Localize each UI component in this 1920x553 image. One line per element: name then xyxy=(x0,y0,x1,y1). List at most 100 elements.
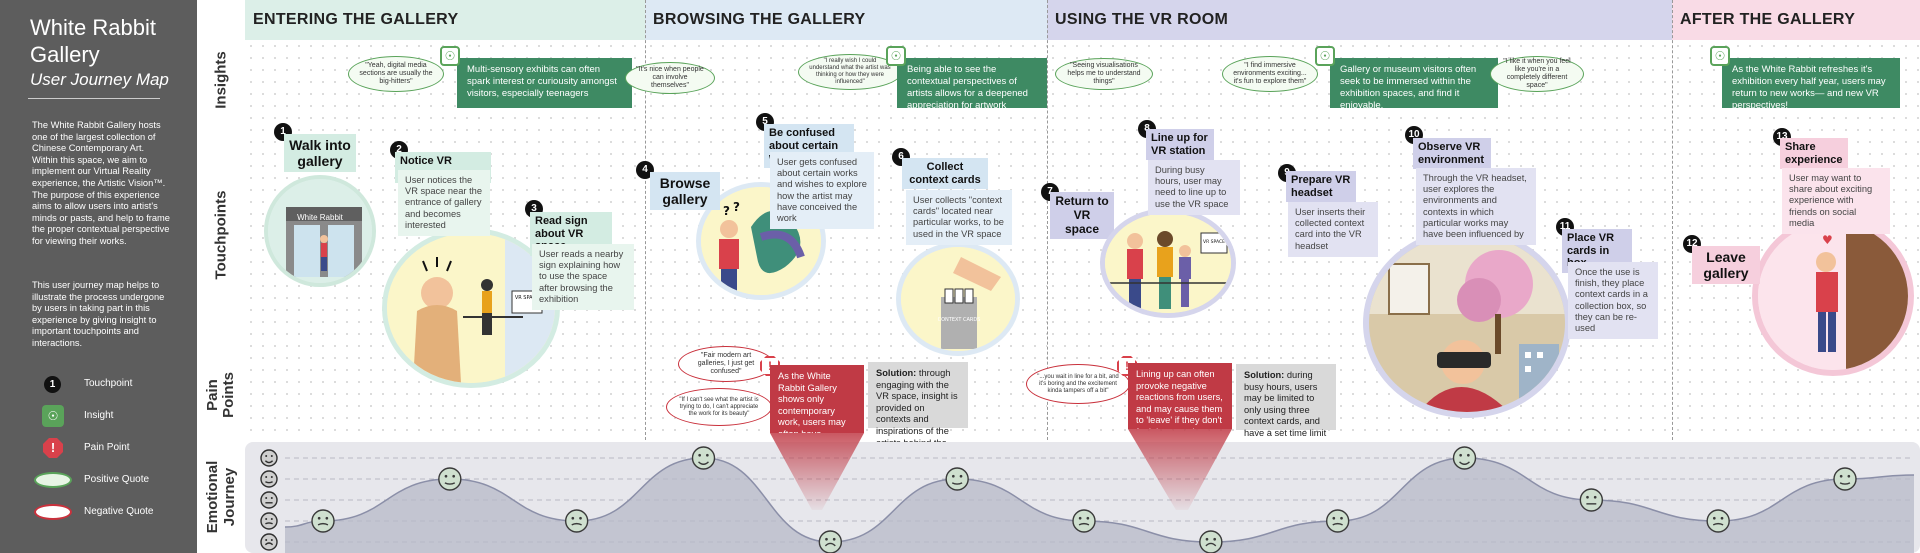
face-eye xyxy=(1847,474,1851,478)
map-description-2: This user journey map helps to illustrat… xyxy=(32,280,165,348)
face-eye xyxy=(1467,453,1470,457)
touchpoint-title: Browse gallery xyxy=(650,172,720,211)
emotion-scale xyxy=(260,449,278,551)
phase-title: BROWSING THE GALLERY xyxy=(653,11,866,28)
title-divider xyxy=(28,98,160,99)
touchpoint-title: Collect context cards xyxy=(902,158,988,190)
face-eye xyxy=(1213,537,1217,541)
touchpoint-title: Share experience xyxy=(1780,138,1848,170)
lightbulb-icon: ☉ xyxy=(1315,46,1335,66)
negative-quote: "...you wait in line for a bit, and it's… xyxy=(1026,364,1130,404)
touchpoint-title: Walk into gallery xyxy=(284,134,356,173)
emotion-point-9 xyxy=(1325,509,1350,533)
touchpoint-description: User notices the VR space near the entra… xyxy=(398,170,490,237)
legend-label: Insight xyxy=(84,410,114,421)
face-icon xyxy=(691,446,716,470)
emotion-point-13 xyxy=(1833,467,1857,491)
face-eye xyxy=(1593,495,1597,499)
legend-negative-quote: Negative Quote xyxy=(32,501,192,525)
face-eye xyxy=(959,474,963,478)
face-eye xyxy=(317,516,321,520)
emotion-point-4 xyxy=(691,446,716,470)
face-eye xyxy=(825,537,828,541)
face-mouth xyxy=(951,482,963,485)
scene-context-cards: CONTEXT CARDS xyxy=(896,242,1020,356)
insight-box: Being able to see the contextual perspec… xyxy=(897,58,1047,111)
lightbulb-icon: ☉ xyxy=(440,46,460,66)
cards-box-label: CONTEXT CARDS xyxy=(938,317,981,323)
emotion-scale-face xyxy=(260,491,278,509)
phase-header: USING THE VR ROOM xyxy=(1047,0,1672,40)
face-eye xyxy=(1078,516,1082,520)
scene-storefront: White Rabbit xyxy=(264,175,376,287)
svg-text:?: ? xyxy=(723,204,730,218)
face-mouth xyxy=(264,460,274,464)
insight-box: As the White Rabbit refreshes it's exhib… xyxy=(1722,58,1900,111)
face-mouth xyxy=(1459,461,1470,465)
solution-box: Solution: during busy hours, users may b… xyxy=(1236,364,1336,438)
scene-vr-environment xyxy=(1363,228,1571,418)
face-eye xyxy=(270,476,273,478)
touchpoint-description: User may want to share about exciting ex… xyxy=(1782,168,1890,235)
leave-gallery-illustration: ♥ xyxy=(1758,222,1908,370)
face-eye xyxy=(1086,516,1090,520)
face-mouth xyxy=(444,482,456,485)
scene-line-up: VR SPACE xyxy=(1100,208,1236,318)
insight-box: Multi-sensory exhibits can often spark i… xyxy=(457,58,632,108)
face-eye xyxy=(832,537,836,541)
sign-text: VR SPACE xyxy=(1203,239,1225,245)
face-mouth xyxy=(265,522,273,525)
face-eye xyxy=(265,455,268,457)
scene-leave-gallery: ♥ xyxy=(1752,216,1914,376)
face-eye xyxy=(1459,453,1462,457)
face-eye xyxy=(452,474,456,478)
face-mouth xyxy=(824,542,836,547)
negative-quote: "If I can't see what the artist is tryin… xyxy=(666,388,772,426)
touchpoint-description: User inserts their collected context car… xyxy=(1288,202,1378,257)
touchpoint-description: User collects "context cards" located ne… xyxy=(906,190,1012,245)
vr-environment-illustration xyxy=(1369,234,1565,412)
face-eye xyxy=(265,518,268,520)
negative-quote-icon xyxy=(34,504,72,520)
phase-header: ENTERING THE GALLERY xyxy=(245,0,645,40)
phase-divider xyxy=(645,0,646,440)
phase-title: ENTERING THE GALLERY xyxy=(253,11,459,28)
map-title: White Rabbit Gallery xyxy=(30,15,156,67)
sidebar: White Rabbit Gallery User Journey Map Th… xyxy=(0,0,197,553)
emotion-point-5 xyxy=(818,530,843,553)
positive-quote: "It's nice when people can involve thems… xyxy=(625,62,715,94)
lightbulb-icon: ☉ xyxy=(42,405,64,427)
touchpoint-title: Line up for VR station xyxy=(1146,129,1214,161)
face-mouth xyxy=(265,481,273,484)
face-eye xyxy=(1332,516,1336,520)
lightbulb-icon: ☉ xyxy=(1710,46,1730,66)
pain-point-box: Lining up can often provoke negative rea… xyxy=(1128,363,1232,449)
face-icon xyxy=(260,491,278,509)
emotion-point-1 xyxy=(311,509,335,533)
emotion-curve-area xyxy=(285,458,1914,553)
face-icon xyxy=(438,467,462,491)
context-cards-illustration: CONTEXT CARDS xyxy=(901,247,1015,351)
face-eye xyxy=(706,453,709,457)
emotion-points xyxy=(311,446,1857,553)
face-eye xyxy=(1205,537,1209,541)
emotion-scale-face xyxy=(260,512,278,530)
emotion-point-10 xyxy=(1452,446,1477,470)
map-subtitle: User Journey Map xyxy=(30,70,169,89)
positive-quote: "I really wish I could understand what t… xyxy=(798,54,902,90)
emotion-point-12 xyxy=(1706,509,1730,533)
face-icon xyxy=(945,467,969,491)
touchpoint-description: User reads a nearby sign explaining how … xyxy=(532,244,634,311)
line-up-illustration: VR SPACE xyxy=(1105,213,1231,313)
emotion-point-7 xyxy=(1072,509,1096,533)
phase-header: BROWSING THE GALLERY xyxy=(645,0,1047,40)
face-icon xyxy=(1199,530,1223,553)
face-eye xyxy=(1340,516,1343,520)
face-eye xyxy=(265,497,268,499)
face-mouth xyxy=(1839,482,1851,485)
emotion-point-2 xyxy=(438,467,462,491)
face-icon xyxy=(1833,467,1857,491)
face-mouth xyxy=(1712,522,1724,526)
positive-quote: "Seeing visualisations helps me to under… xyxy=(1055,58,1153,90)
